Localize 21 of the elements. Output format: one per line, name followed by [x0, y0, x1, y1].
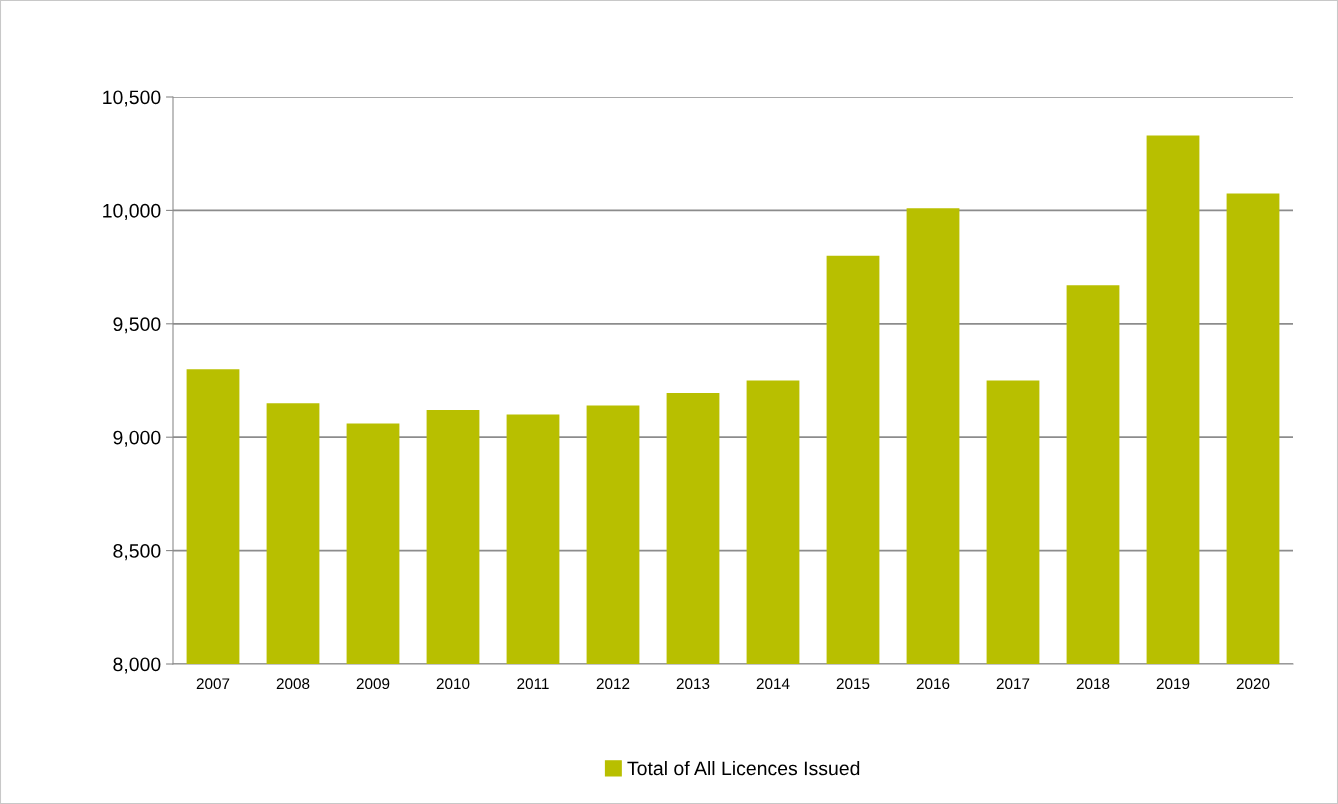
x-tick-label: 2011 — [517, 678, 549, 690]
x-tick-label: 2009 — [356, 678, 390, 690]
y-tick-label: 10,500 — [103, 90, 161, 107]
x-tick-label: 2012 — [596, 678, 630, 690]
y-tick-label: 9,500 — [113, 317, 161, 334]
x-tick-label: 2015 — [836, 678, 870, 690]
y-tick-label: 8,500 — [113, 544, 161, 561]
x-tick-label: 2008 — [276, 678, 310, 690]
y-tick-label: 8,000 — [113, 657, 161, 674]
x-tick-label: 2007 — [196, 678, 230, 690]
x-tick-label: 2013 — [676, 678, 710, 690]
x-tick-label: 2017 — [996, 678, 1030, 690]
x-tick-label: 2019 — [1156, 678, 1190, 690]
x-tick-label: 2016 — [916, 678, 950, 690]
y-tick-label: 10,000 — [103, 203, 161, 220]
x-tick-label: 2018 — [1076, 678, 1110, 690]
y-tick-label: 9,000 — [113, 430, 161, 447]
legend-label: Total of All Licences Issued — [627, 760, 860, 776]
x-tick-label: 2014 — [756, 678, 790, 690]
x-tick-label: 2020 — [1236, 678, 1270, 690]
x-tick-label: 2010 — [436, 678, 470, 690]
